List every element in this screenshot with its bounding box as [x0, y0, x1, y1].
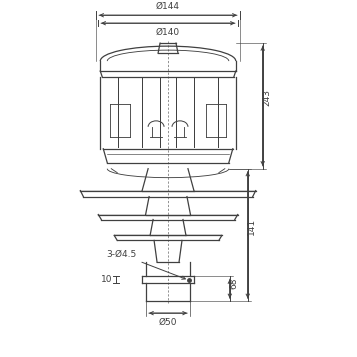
- Text: Ø140: Ø140: [156, 28, 180, 37]
- Text: 141: 141: [247, 218, 256, 235]
- Text: 68: 68: [229, 277, 238, 289]
- Text: 243: 243: [262, 89, 271, 106]
- Text: Ø144: Ø144: [156, 2, 180, 11]
- Text: 3-Ø4.5: 3-Ø4.5: [106, 250, 185, 279]
- Text: Ø50: Ø50: [159, 318, 177, 327]
- Text: 10: 10: [101, 275, 112, 284]
